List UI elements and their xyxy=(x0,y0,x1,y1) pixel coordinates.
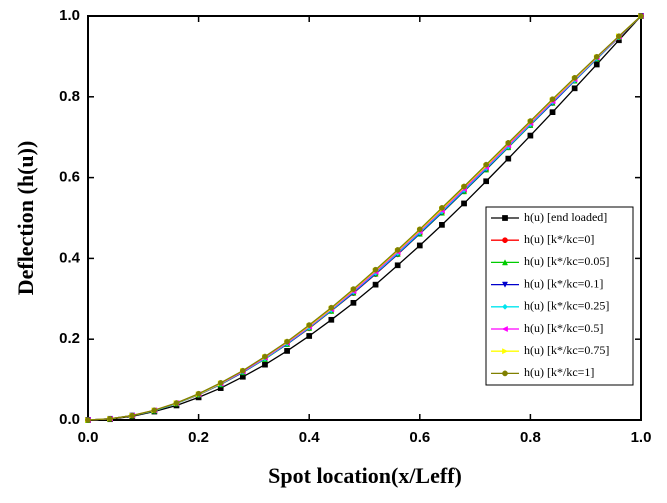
marker xyxy=(394,262,401,269)
legend-label: h(u) [k*/kc=0.1] xyxy=(524,276,603,290)
y-tick-label: 0.8 xyxy=(59,88,80,105)
x-tick-label: 0.6 xyxy=(409,429,430,446)
legend-label: h(u) [k*/kc=0] xyxy=(524,232,594,246)
marker xyxy=(372,281,379,288)
marker xyxy=(502,215,508,221)
marker xyxy=(306,322,313,328)
marker xyxy=(638,13,644,19)
marker xyxy=(571,74,578,81)
marker xyxy=(306,333,313,339)
series-line xyxy=(87,15,642,421)
marker xyxy=(328,304,335,311)
y-tick-label: 0.2 xyxy=(59,330,80,347)
marker xyxy=(502,370,508,377)
y-tick-label: 0.4 xyxy=(59,249,81,266)
marker xyxy=(502,303,508,310)
marker xyxy=(195,390,202,397)
x-tick-label: 0.0 xyxy=(78,429,99,446)
marker xyxy=(502,348,509,355)
x-tick-label: 0.4 xyxy=(299,429,321,446)
marker xyxy=(616,33,622,40)
marker xyxy=(217,379,224,386)
marker xyxy=(505,140,512,146)
x-tick-label: 1.0 xyxy=(631,429,652,446)
marker xyxy=(527,132,534,139)
marker xyxy=(501,281,509,288)
marker xyxy=(350,286,357,292)
marker xyxy=(372,266,379,273)
marker xyxy=(284,348,290,354)
marker xyxy=(394,247,401,253)
marker xyxy=(129,412,136,419)
marker xyxy=(85,417,91,423)
marker xyxy=(593,61,600,68)
marker xyxy=(461,183,467,190)
y-axis-title: Deflection (h(u)) xyxy=(13,141,38,296)
marker xyxy=(461,200,467,207)
marker xyxy=(239,367,246,374)
marker xyxy=(328,316,335,323)
marker xyxy=(527,118,534,124)
legend-label: h(u) [k*/kc=1] xyxy=(524,365,594,379)
marker xyxy=(416,242,423,249)
marker xyxy=(501,259,509,266)
marker xyxy=(173,400,180,406)
marker xyxy=(549,109,556,116)
legend-box xyxy=(485,206,634,386)
x-tick-label: 0.2 xyxy=(188,429,209,446)
marker xyxy=(262,353,268,360)
marker xyxy=(483,178,490,185)
marker xyxy=(501,325,508,333)
legend-label: h(u) [k*/kc=0.25] xyxy=(524,299,609,313)
legend-label: h(u) [end loaded] xyxy=(524,210,607,224)
marker xyxy=(571,85,578,92)
marker xyxy=(107,415,113,422)
marker xyxy=(284,338,290,345)
marker xyxy=(350,299,357,306)
marker xyxy=(439,222,445,228)
y-tick-label: 0.6 xyxy=(59,169,80,186)
marker xyxy=(262,361,268,368)
marker xyxy=(416,226,423,233)
marker xyxy=(505,155,512,162)
legend-label: h(u) [k*/kc=0.05] xyxy=(524,254,609,268)
marker xyxy=(151,407,158,414)
marker xyxy=(549,96,556,103)
y-tick-label: 0.0 xyxy=(59,411,80,428)
plot-frame xyxy=(87,15,642,421)
series-line xyxy=(87,15,642,421)
y-tick-label: 1.0 xyxy=(59,7,80,24)
legend-label: h(u) [k*/kc=0.5] xyxy=(524,321,603,335)
marker xyxy=(439,205,445,211)
legend-label: h(u) [k*/kc=0.75] xyxy=(524,343,609,357)
marker xyxy=(593,53,600,60)
marker xyxy=(483,161,490,168)
x-tick-label: 0.8 xyxy=(520,429,541,446)
x-axis-title: Spot location(x/Leff) xyxy=(268,463,462,488)
marker xyxy=(502,237,508,244)
